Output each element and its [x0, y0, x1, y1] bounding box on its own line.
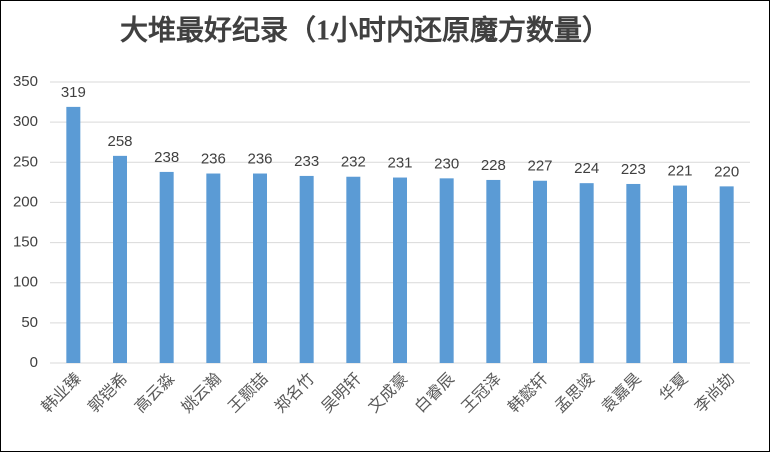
- data-label: 223: [621, 161, 646, 178]
- y-tick-label: 150: [13, 234, 38, 251]
- data-label: 236: [201, 150, 226, 167]
- data-label: 232: [341, 154, 366, 171]
- data-label: 231: [387, 155, 412, 172]
- bar: [626, 183, 641, 363]
- data-label: 221: [667, 163, 692, 180]
- data-label: 319: [61, 84, 86, 101]
- bar: [439, 178, 454, 363]
- data-label: 258: [107, 133, 132, 150]
- data-label: 230: [434, 155, 459, 172]
- y-tick-label: 0: [30, 354, 38, 371]
- data-label: 228: [481, 157, 506, 174]
- bar: [113, 155, 127, 363]
- data-label: 238: [154, 149, 179, 166]
- y-tick-label: 100: [13, 274, 38, 291]
- y-tick-label: 200: [13, 193, 38, 210]
- bar: [206, 173, 221, 363]
- data-label: 233: [294, 153, 319, 170]
- bar: [393, 177, 407, 363]
- bar: [299, 175, 314, 363]
- y-tick-label: 250: [13, 153, 38, 170]
- y-tick-label: 350: [13, 73, 38, 90]
- bar: [159, 171, 174, 363]
- data-label: 236: [247, 150, 272, 167]
- bar: [66, 106, 81, 363]
- bar: [579, 183, 594, 363]
- chart-title: 大堆最好纪录（1小时内还原魔方数量）: [120, 13, 610, 46]
- y-tick-label: 300: [13, 113, 38, 130]
- bar: [533, 180, 547, 363]
- data-label: 224: [574, 160, 599, 177]
- bar: [673, 185, 687, 363]
- y-tick-label: 50: [21, 314, 38, 331]
- bar: [486, 179, 501, 363]
- bar: [346, 176, 361, 363]
- bar: [719, 186, 734, 363]
- data-label: 227: [527, 158, 552, 175]
- bar: [253, 173, 267, 363]
- data-label: 220: [714, 163, 739, 180]
